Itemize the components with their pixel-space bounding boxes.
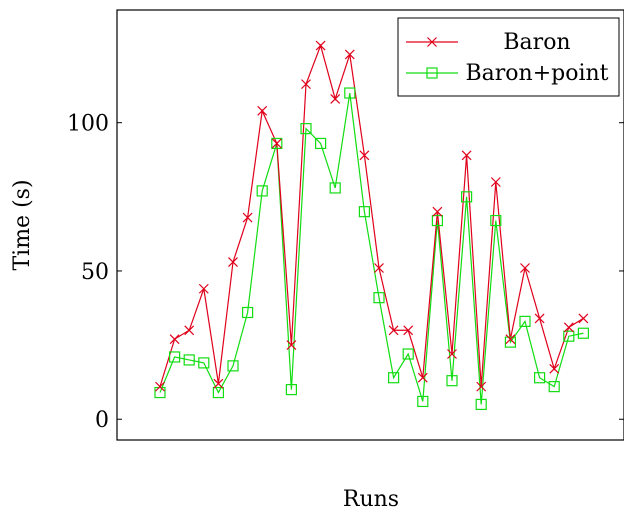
baron-point-marker [447, 349, 457, 359]
baron-point-marker [578, 313, 589, 324]
baron-plus-point-marker [358, 206, 370, 218]
baron-plus-point-marker [533, 372, 546, 384]
baron-point-marker [520, 263, 530, 273]
baron-plus-point-marker [563, 330, 575, 342]
baron-plus-point-marker [417, 395, 429, 408]
baron-point-marker [549, 363, 560, 374]
baron-plus-point-marker [212, 386, 224, 399]
baron-plus-point-marker [548, 381, 560, 393]
baron-plus-point-marker [329, 182, 341, 194]
baron-plus-point-marker [402, 348, 414, 360]
baron-plus-point-marker [300, 123, 312, 135]
baron-plus-point-marker [242, 306, 254, 319]
baron-plus-point-marker [183, 354, 195, 366]
baron-plus-point-marker [490, 214, 502, 227]
x-axis-label: Runs [343, 487, 399, 511]
legend-label: Baron+point [465, 61, 608, 86]
baron-plus-point-marker [504, 336, 516, 348]
series-line-baron-point [159, 92, 584, 405]
legend-label: Baron [503, 30, 570, 55]
baron-plus-point-marker [198, 357, 210, 369]
baron-plus-point-marker [285, 383, 297, 396]
baron-plus-point-marker [431, 214, 443, 227]
baron-plus-point-marker [315, 137, 327, 150]
baron-plus-point-marker [373, 292, 385, 304]
baron-plus-point-marker [475, 398, 487, 411]
baron-plus-point-marker [169, 351, 181, 363]
y-axis-label: Time (s) [10, 179, 35, 270]
y-tick-label: 50 [81, 260, 109, 285]
baron-plus-point-marker [577, 327, 590, 339]
baron-plus-point-marker [154, 386, 166, 399]
baron-point-marker [286, 340, 297, 351]
legend-box [397, 17, 620, 97]
baron-point-marker [330, 94, 341, 104]
baron-plus-point-marker [519, 315, 531, 327]
baron-point-marker [301, 79, 311, 90]
baron-point-marker [155, 381, 165, 392]
y-tick-label: 100 [67, 112, 109, 137]
legend-marker-square [426, 67, 438, 79]
baron-point-marker [198, 283, 209, 294]
baron-point-marker [344, 49, 355, 60]
baron-point-marker [505, 334, 516, 345]
legend: Baron Baron+point [397, 17, 620, 97]
legend-marker-x [427, 37, 437, 47]
baron-point-marker [213, 378, 224, 389]
baron-point-marker [271, 138, 282, 149]
baron-point-marker [169, 334, 180, 345]
baron-plus-point-marker [344, 87, 356, 99]
baron-plus-point-marker [227, 360, 239, 372]
baron-plus-point-marker [388, 372, 400, 384]
baron-point-marker [374, 263, 384, 273]
baron-plus-point-marker [256, 185, 268, 197]
y-tick-label: 0 [95, 408, 109, 433]
baron-point-marker [476, 381, 487, 392]
plot-frame [116, 9, 624, 441]
baron-point-marker [359, 150, 370, 161]
baron-point-marker [432, 206, 443, 217]
baron-point-marker [403, 325, 414, 336]
baron-point-marker [417, 372, 428, 383]
series-markers [154, 40, 590, 411]
baron-point-marker [388, 325, 399, 336]
baron-point-marker [315, 40, 326, 51]
series-lines [159, 43, 584, 405]
y-axis-ticks: 0 50 100 [67, 112, 624, 433]
baron-point-marker [242, 212, 253, 223]
baron-point-marker [534, 313, 545, 324]
baron-point-marker [257, 105, 268, 116]
baron-plus-point-marker [461, 191, 473, 203]
baron-point-marker [563, 322, 574, 333]
series-line-baron [159, 43, 584, 387]
baron-point-marker [228, 257, 238, 267]
baron-point-marker [490, 177, 501, 187]
baron-plus-point-marker [271, 137, 283, 150]
baron-point-marker [184, 325, 195, 336]
baron-plus-point-marker [446, 375, 458, 387]
baron-point-marker [461, 150, 472, 161]
